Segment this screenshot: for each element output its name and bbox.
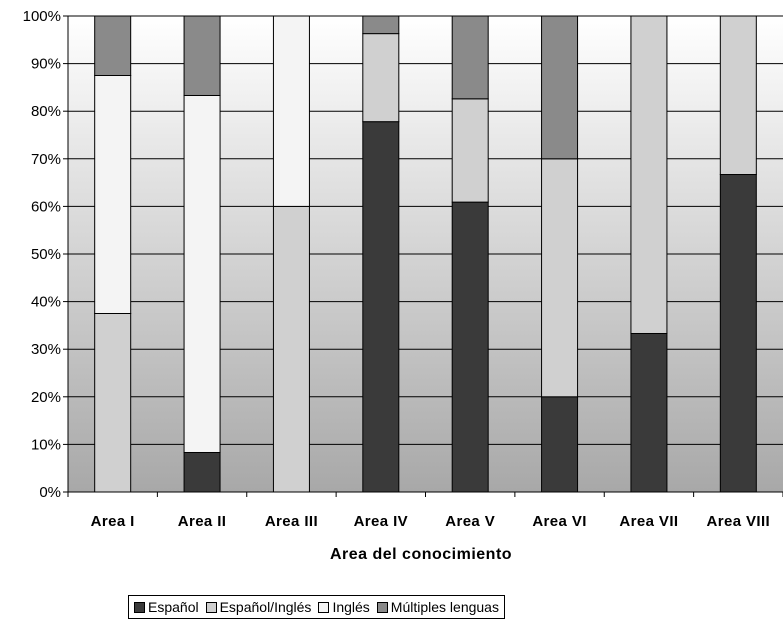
x-tick-label: Area VI (532, 513, 587, 530)
y-tick-label: 60% (31, 198, 61, 215)
x-tick-labels: Area I Area II Area III Area IV Area V Area V… (91, 513, 770, 530)
legend-item: Múltiples lenguas (376, 599, 499, 615)
bar-segment (94, 15, 132, 76)
y-tick-label: 10% (31, 436, 61, 453)
bar-segment (541, 15, 579, 160)
bar-segment (541, 158, 579, 398)
y-tick-label: 20% (31, 389, 61, 406)
legend-swatch (134, 601, 145, 613)
bar-segment (541, 396, 579, 493)
y-tick-label: 70% (31, 151, 61, 168)
x-tick-label: Area II (178, 513, 227, 530)
y-tick-label: 0% (39, 484, 61, 501)
bar-segment (272, 15, 310, 207)
y-tick-label: 30% (31, 341, 61, 358)
legend-swatch (376, 601, 388, 613)
legend-label: Inglés (332, 599, 370, 615)
legend-swatch (318, 601, 330, 613)
y-tick-label: 90% (31, 56, 61, 73)
bar-segment (451, 15, 489, 100)
x-tick-label: Area VII (619, 513, 678, 530)
bar-segment (183, 94, 221, 453)
x-tick-label: Area I (91, 513, 135, 530)
bar-segment (362, 121, 400, 493)
bar-segment (183, 451, 221, 493)
axes (63, 15, 783, 497)
bar-segment (272, 205, 310, 493)
legend-swatch (205, 601, 217, 613)
bar-segment (94, 75, 132, 314)
y-tick-label: 80% (31, 103, 61, 120)
x-tick-label: Area VIII (706, 513, 770, 530)
legend-item: Español/Inglés (205, 599, 312, 615)
legend-label: Múltiples lenguas (390, 599, 499, 615)
legend-item: Español (134, 599, 199, 615)
legend-label: Español (148, 599, 199, 615)
y-tick-label: 50% (31, 246, 61, 263)
bar-segment (94, 313, 132, 493)
bar-segment (451, 98, 489, 203)
bar-segment (362, 33, 400, 123)
y-tick-label: 100% (23, 8, 61, 25)
y-tick-labels: 0% 10% 20% 30% 40% 50% 60% 70% 80% 90% 100% (23, 8, 61, 501)
x-tick-label: Area V (445, 513, 495, 530)
bar-segment (362, 15, 400, 35)
y-tick-label: 40% (31, 294, 61, 311)
bar-segment (451, 201, 489, 493)
bars (94, 15, 757, 493)
legend: Español Español/Inglés Inglés Múltiples len… (128, 595, 505, 619)
bar-segment (719, 174, 757, 493)
x-tick-label: Area IV (354, 513, 409, 530)
bar-segment (630, 15, 668, 334)
bar-segment (183, 15, 221, 96)
x-tick-label: Area III (265, 513, 318, 530)
x-axis-title: Area del conocimiento (330, 546, 512, 563)
legend-item: Inglés (318, 599, 370, 615)
legend-label: Español/Inglés (219, 599, 312, 615)
bar-segment (630, 332, 668, 493)
bar-segment (719, 15, 757, 176)
